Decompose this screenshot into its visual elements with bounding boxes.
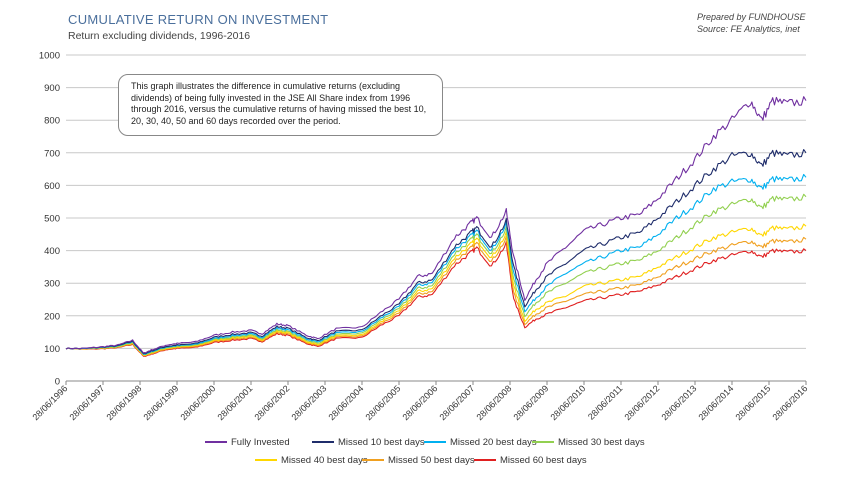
series-line — [65, 223, 807, 356]
y-tick-label: 700 — [44, 148, 60, 159]
x-tick-label: 28/06/2008 — [474, 383, 513, 422]
x-tick-label: 28/06/2006 — [400, 383, 439, 422]
prepared-by: Prepared by FUNDHOUSE — [697, 12, 806, 22]
y-tick-label: 100 — [44, 344, 60, 355]
x-tick-label: 28/06/2000 — [178, 383, 217, 422]
legend-swatch — [532, 441, 554, 444]
legend-label: Fully Invested — [231, 437, 290, 448]
legend-item: Missed 20 best days — [424, 437, 537, 448]
legend-swatch — [205, 441, 227, 444]
y-tick-label: 0 — [55, 377, 60, 388]
y-tick-label: 500 — [44, 214, 60, 225]
legend-swatch — [312, 441, 334, 444]
y-tick-label: 300 — [44, 279, 60, 290]
y-tick-label: 600 — [44, 181, 60, 192]
legend-label: Missed 50 best days — [388, 455, 475, 466]
x-tick-label: 28/06/2009 — [511, 383, 550, 422]
x-tick-label: 28/06/1996 — [30, 383, 69, 422]
y-tick-label: 900 — [44, 83, 60, 94]
legend-label: Missed 60 best days — [500, 455, 587, 466]
x-tick-label: 28/06/2016 — [770, 383, 809, 422]
series-line — [65, 193, 807, 356]
y-axis: 0 100 200 300 400 500 600 700 800 900 1000 — [39, 51, 60, 388]
legend-item: Missed 40 best days — [255, 455, 368, 466]
legend-item: Missed 50 best days — [362, 455, 475, 466]
legend-swatch — [474, 459, 496, 462]
y-tick-label: 800 — [44, 116, 60, 127]
series-line — [65, 241, 807, 357]
legend-swatch — [424, 441, 446, 444]
legend-label: Missed 30 best days — [558, 437, 645, 448]
series-line — [65, 149, 807, 355]
legend-swatch — [362, 459, 384, 462]
y-tick-label: 200 — [44, 311, 60, 322]
legend-item: Missed 60 best days — [474, 455, 587, 466]
series-line — [65, 96, 807, 354]
x-tick-label: 28/06/2014 — [696, 383, 735, 422]
chart-subtitle: Return excluding dividends, 1996-2016 — [68, 30, 251, 42]
series-line — [65, 173, 807, 355]
x-tick-label: 28/06/2007 — [437, 383, 476, 422]
legend-item: Missed 30 best days — [532, 437, 645, 448]
legend-label: Missed 10 best days — [338, 437, 425, 448]
series-lines — [65, 96, 807, 357]
chart-title: CUMULATIVE RETURN ON INVESTMENT — [68, 12, 329, 27]
x-tick-label: 28/06/2003 — [289, 383, 328, 422]
annotation-box: This graph illustrates the difference in… — [118, 74, 443, 136]
x-axis: 28/06/199628/06/199728/06/199828/06/1999… — [30, 380, 809, 422]
x-tick-label: 28/06/2012 — [622, 383, 661, 422]
x-tick-label: 28/06/1998 — [104, 383, 143, 422]
series-line — [65, 235, 807, 357]
x-tick-label: 28/06/2002 — [252, 383, 291, 422]
legend-item: Missed 10 best days — [312, 437, 425, 448]
legend-swatch — [255, 459, 277, 462]
x-tick-label: 28/06/2004 — [326, 383, 365, 422]
legend-item: Fully Invested — [205, 437, 290, 448]
x-tick-label: 28/06/2001 — [215, 383, 254, 422]
x-tick-label: 28/06/2011 — [586, 383, 624, 421]
credits: Prepared by FUNDHOUSE Source: FE Analyti… — [697, 11, 807, 35]
y-tick-label: 400 — [44, 246, 60, 257]
x-tick-label: 28/06/2015 — [733, 383, 772, 422]
legend-label: Missed 40 best days — [281, 455, 368, 466]
x-tick-label: 28/06/2013 — [659, 383, 698, 422]
x-tick-label: 28/06/1999 — [141, 383, 180, 422]
legend-label: Missed 20 best days — [450, 437, 537, 448]
y-tick-label: 1000 — [39, 51, 60, 62]
x-tick-label: 28/06/2005 — [363, 383, 402, 422]
x-tick-label: 28/06/2010 — [548, 383, 587, 422]
x-tick-label: 28/06/1997 — [67, 383, 106, 422]
source-note: Source: FE Analytics, inet — [697, 24, 800, 34]
